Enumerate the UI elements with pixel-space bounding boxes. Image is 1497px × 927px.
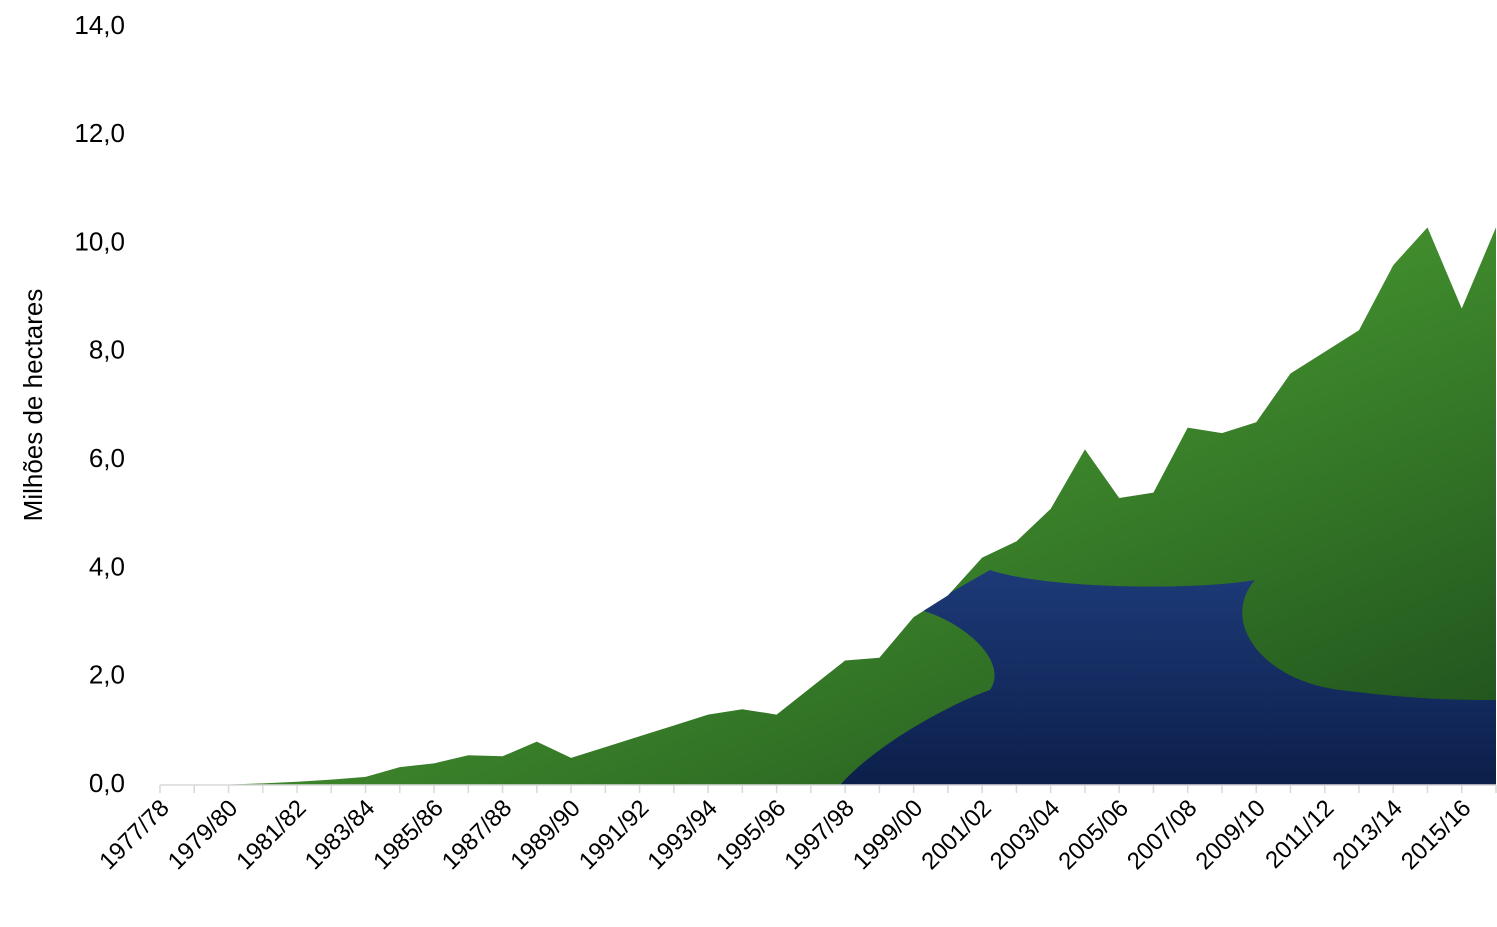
x-tick-label: 2011/12 (1260, 795, 1339, 874)
x-tick-label: 1995/96 (711, 795, 791, 875)
x-tick-label: 1991/92 (574, 795, 654, 875)
lake (840, 570, 1496, 785)
x-tick-label: 1981/82 (231, 795, 311, 875)
x-tick-label: 1993/94 (642, 795, 722, 875)
y-tick-label: 10,0 (74, 226, 125, 256)
x-tick-label: 2013/14 (1328, 795, 1408, 875)
x-tick-label: 2001/02 (916, 795, 996, 875)
x-tick-label: 2003/04 (985, 795, 1065, 875)
x-tick-label: 1987/88 (437, 795, 517, 875)
x-tick-label: 1989/90 (505, 795, 585, 875)
y-tick-label: 6,0 (89, 443, 125, 473)
y-tick-label: 4,0 (89, 551, 125, 581)
x-tick-label: 1977/78 (94, 795, 174, 875)
x-tick-label: 1999/00 (848, 795, 928, 875)
x-tick-label: 2007/08 (1122, 795, 1202, 875)
x-tick-label: 1983/84 (300, 795, 380, 875)
x-tick-label: 1985/86 (368, 795, 448, 875)
area-texture (840, 570, 1496, 785)
x-tick-label: 1997/98 (779, 795, 859, 875)
y-tick-label: 2,0 (89, 660, 125, 690)
x-tick-label: 2015/16 (1396, 795, 1476, 875)
x-tick-label: 1979/80 (163, 795, 243, 875)
y-axis-title: Milhões de hectares (18, 289, 48, 522)
y-tick-label: 8,0 (89, 335, 125, 365)
x-tick-label: 2005/06 (1053, 795, 1133, 875)
y-tick-label: 0,0 (89, 768, 125, 798)
x-tick-label: 2009/10 (1190, 795, 1270, 875)
y-tick-label: 12,0 (74, 118, 125, 148)
y-tick-label: 14,0 (74, 10, 125, 40)
